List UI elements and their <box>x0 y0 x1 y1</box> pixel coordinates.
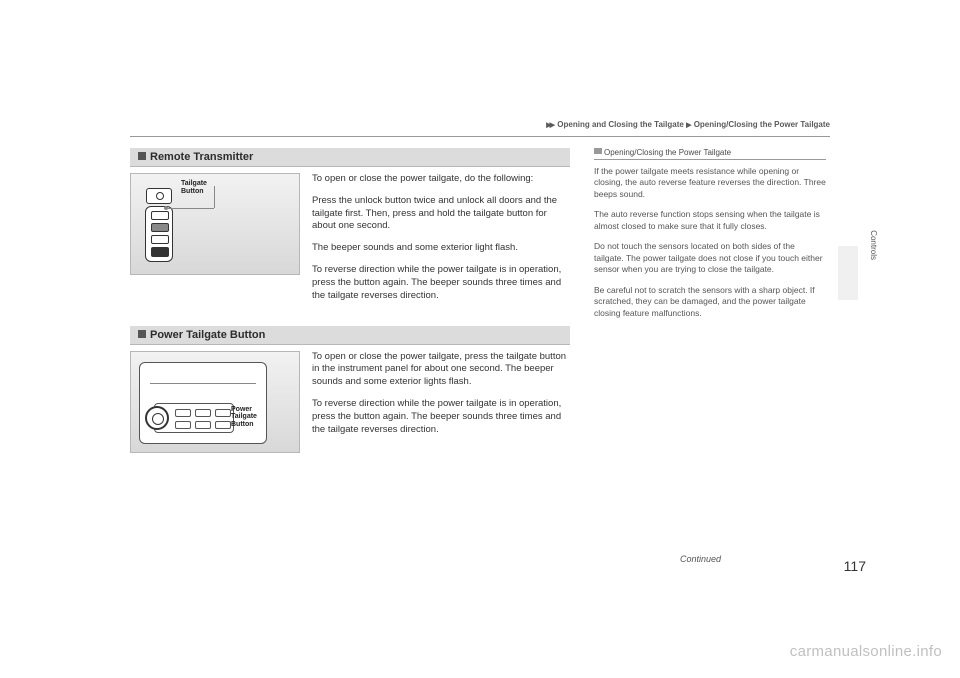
callout2-l2: Tailgate <box>231 413 257 420</box>
continued-label: Continued <box>680 554 721 564</box>
callout2-l3: Button <box>231 421 254 428</box>
heading-marker-icon <box>138 330 146 338</box>
figure-remote-transmitter: Tailgate Button <box>130 173 300 275</box>
heading-marker-icon <box>138 152 146 160</box>
control-cluster <box>154 403 234 433</box>
breadcrumb-part2: Opening/Closing the Power Tailgate <box>694 120 830 129</box>
note-p3: Do not touch the sensors located on both… <box>594 241 826 275</box>
section2-text: To open or close the power tailgate, pre… <box>312 351 570 453</box>
callout2-l1: Power <box>231 406 252 413</box>
watermark: carmanualsonline.info <box>790 643 942 660</box>
note-heading-text: Opening/Closing the Power Tailgate <box>604 148 731 157</box>
figure-power-tailgate-button: Power Tailgate Button <box>130 351 300 453</box>
left-column: Remote Transmitter <box>130 148 570 467</box>
section1-text: To open or close the power tailgate, do … <box>312 173 570 312</box>
note-marker-icon <box>594 148 602 154</box>
s1-p1: To open or close the power tailgate, do … <box>312 173 570 186</box>
dashboard-panel-illustration <box>139 362 267 444</box>
content-columns: Remote Transmitter <box>130 148 830 467</box>
page-number: 117 <box>844 558 866 574</box>
section2-row: Power Tailgate Button To open or close t… <box>130 351 570 453</box>
s1-p4: To reverse direction while the power tai… <box>312 264 570 302</box>
breadcrumb-arrows: ▶▶ <box>546 122 553 129</box>
note-p2: The auto reverse function stops sensing … <box>594 209 826 232</box>
section1-row: Tailgate Button To open or close the pow… <box>130 173 570 312</box>
breadcrumb-part1: Opening and Closing the Tailgate <box>557 120 684 129</box>
section-heading-power-button: Power Tailgate Button <box>130 326 570 345</box>
section-heading-remote: Remote Transmitter <box>130 148 570 167</box>
note-p1: If the power tailgate meets resistance w… <box>594 166 826 200</box>
s1-p2: Press the unlock button twice and unlock… <box>312 195 570 233</box>
s2-p2: To reverse direction while the power tai… <box>312 398 570 436</box>
callout-power-tailgate-button: Power Tailgate Button <box>231 406 257 429</box>
s1-p3: The beeper sounds and some exterior ligh… <box>312 242 570 255</box>
callout1-l2: Button <box>181 188 204 195</box>
key-fob-illustration <box>145 188 173 262</box>
s2-p1: To open or close the power tailgate, pre… <box>312 351 570 389</box>
page-content: ▶▶ Opening and Closing the Tailgate ▶ Op… <box>130 110 830 570</box>
breadcrumb: ▶▶ Opening and Closing the Tailgate ▶ Op… <box>546 120 830 129</box>
header-rule <box>130 136 830 137</box>
note-p4: Be careful not to scratch the sensors wi… <box>594 285 826 319</box>
note-body: If the power tailgate meets resistance w… <box>594 166 826 319</box>
callout-leader-line-v <box>214 186 215 208</box>
callout-tailgate-button: Tailgate Button <box>181 180 207 195</box>
right-column: Opening/Closing the Power Tailgate If th… <box>594 148 826 467</box>
section-tab-label: Controls <box>869 230 878 260</box>
callout1-l1: Tailgate <box>181 180 207 187</box>
breadcrumb-sep: ▶ <box>686 122 689 129</box>
section1-title: Remote Transmitter <box>150 151 253 163</box>
section-tab <box>838 246 858 300</box>
section2-title: Power Tailgate Button <box>150 329 265 341</box>
callout-leader-line <box>166 208 214 209</box>
note-heading: Opening/Closing the Power Tailgate <box>594 148 826 160</box>
